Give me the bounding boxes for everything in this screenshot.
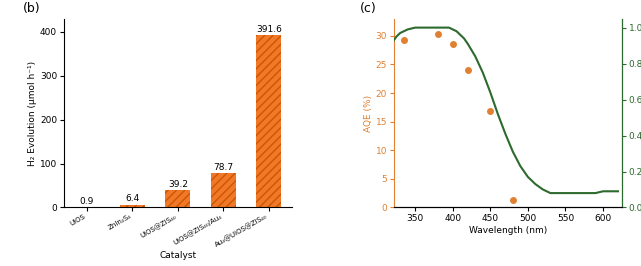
Bar bbox=[211, 173, 236, 207]
Point bbox=[447, 42, 458, 46]
Text: (b): (b) bbox=[23, 2, 41, 15]
Text: 39.2: 39.2 bbox=[168, 180, 188, 189]
Text: 391.6: 391.6 bbox=[256, 25, 282, 34]
Text: (c): (c) bbox=[360, 2, 377, 15]
Bar bbox=[165, 190, 190, 207]
Text: 0.9: 0.9 bbox=[79, 197, 94, 206]
Text: 78.7: 78.7 bbox=[213, 163, 233, 172]
Bar bbox=[256, 35, 281, 207]
Text: 6.4: 6.4 bbox=[125, 194, 140, 203]
X-axis label: Wavelength (nm): Wavelength (nm) bbox=[469, 226, 547, 235]
Point bbox=[433, 32, 443, 36]
X-axis label: Catalyst: Catalyst bbox=[160, 251, 197, 260]
Y-axis label: H₂ Evolution (μmol h⁻¹): H₂ Evolution (μmol h⁻¹) bbox=[28, 60, 37, 166]
Point bbox=[399, 38, 409, 43]
Point bbox=[508, 198, 518, 202]
Y-axis label: AQE (%): AQE (%) bbox=[364, 94, 373, 132]
Bar bbox=[120, 205, 145, 207]
Point bbox=[485, 109, 495, 113]
Point bbox=[463, 67, 473, 72]
